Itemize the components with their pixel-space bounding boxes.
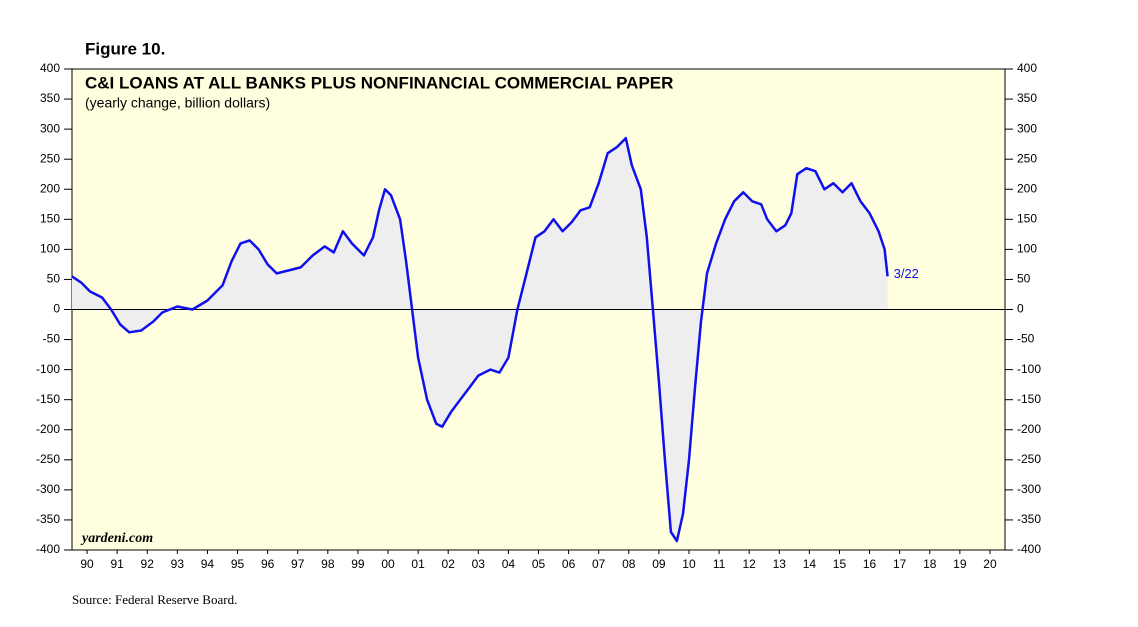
source: Source: Federal Reserve Board.: [72, 592, 237, 607]
x-tick-label: 94: [201, 557, 215, 571]
x-tick-label: 07: [592, 557, 606, 571]
y2-tick-label: -400: [1017, 542, 1041, 556]
x-tick-label: 92: [141, 557, 155, 571]
y2-tick-label: -250: [1017, 452, 1041, 466]
y-tick-label: -100: [36, 362, 60, 376]
watermark: yardeni.com: [80, 531, 153, 546]
figure-label: Figure 10.: [85, 39, 165, 58]
y-tick-label: 300: [40, 121, 60, 135]
x-tick-label: 03: [472, 557, 486, 571]
area: [72, 138, 888, 541]
x-tick-label: 95: [231, 557, 245, 571]
x-tick-label: 15: [833, 557, 847, 571]
x-tick-label: 97: [291, 557, 305, 571]
y-tick-label: 350: [40, 91, 60, 105]
y2-tick-label: -50: [1017, 332, 1035, 346]
y2-tick-label: -200: [1017, 422, 1041, 436]
y-tick-label: -300: [36, 482, 60, 496]
x-tick-label: 16: [863, 557, 877, 571]
y-tick-label: -200: [36, 422, 60, 436]
x-tick-label: 90: [80, 557, 94, 571]
y2-tick-label: 350: [1017, 91, 1037, 105]
y-tick-label: -350: [36, 512, 60, 526]
y2-tick-label: -150: [1017, 392, 1041, 406]
chart-title: C&I LOANS AT ALL BANKS PLUS NONFINANCIAL…: [85, 73, 673, 92]
y2-tick-label: -100: [1017, 362, 1041, 376]
x-tick-label: 98: [321, 557, 335, 571]
x-tick-label: 00: [381, 557, 395, 571]
chart-subtitle: (yearly change, billion dollars): [85, 95, 270, 111]
end-label: 3/22: [894, 266, 919, 281]
y2-tick-label: 400: [1017, 61, 1037, 75]
y-tick-label: -150: [36, 392, 60, 406]
x-tick-label: 08: [622, 557, 636, 571]
y-tick-label: 100: [40, 242, 60, 256]
x-tick-label: 12: [742, 557, 756, 571]
x-tick-label: 05: [532, 557, 546, 571]
y-tick-label: -50: [43, 332, 61, 346]
x-tick-label: 18: [923, 557, 937, 571]
y2-tick-label: -350: [1017, 512, 1041, 526]
y2-tick-label: 50: [1017, 272, 1031, 286]
x-tick-label: 13: [773, 557, 787, 571]
y-tick-label: -400: [36, 542, 60, 556]
y-tick-label: 150: [40, 211, 60, 225]
x-tick-label: 93: [171, 557, 185, 571]
x-tick-label: 99: [351, 557, 365, 571]
line: [71, 136, 889, 543]
y-tick-label: 50: [47, 272, 61, 286]
x-tick-label: 04: [502, 557, 516, 571]
y2-tick-label: 300: [1017, 121, 1037, 135]
y2-tick-label: 100: [1017, 242, 1037, 256]
y-tick-label: 200: [40, 181, 60, 195]
y2-tick-label: -300: [1017, 482, 1041, 496]
y-tick-label: 0: [53, 302, 60, 316]
x-tick-label: 09: [652, 557, 666, 571]
y2-tick-label: 200: [1017, 181, 1037, 195]
y2-tick-label: 0: [1017, 302, 1024, 316]
x-tick-label: 17: [893, 557, 907, 571]
y-tick-label: 250: [40, 151, 60, 165]
x-tick-label: 06: [562, 557, 576, 571]
y2-tick-label: 250: [1017, 151, 1037, 165]
x-tick-label: 19: [953, 557, 967, 571]
x-tick-label: 20: [983, 557, 997, 571]
y-tick-label: -250: [36, 452, 60, 466]
x-tick-label: 14: [803, 557, 817, 571]
x-tick-label: 01: [411, 557, 425, 571]
x-tick-label: 91: [110, 557, 124, 571]
x-tick-label: 10: [682, 557, 696, 571]
x-tick-label: 11: [713, 557, 726, 571]
y2-tick-label: 150: [1017, 211, 1037, 225]
x-tick-label: 96: [261, 557, 275, 571]
y-tick-label: 400: [40, 61, 60, 75]
x-tick-label: 02: [442, 557, 456, 571]
